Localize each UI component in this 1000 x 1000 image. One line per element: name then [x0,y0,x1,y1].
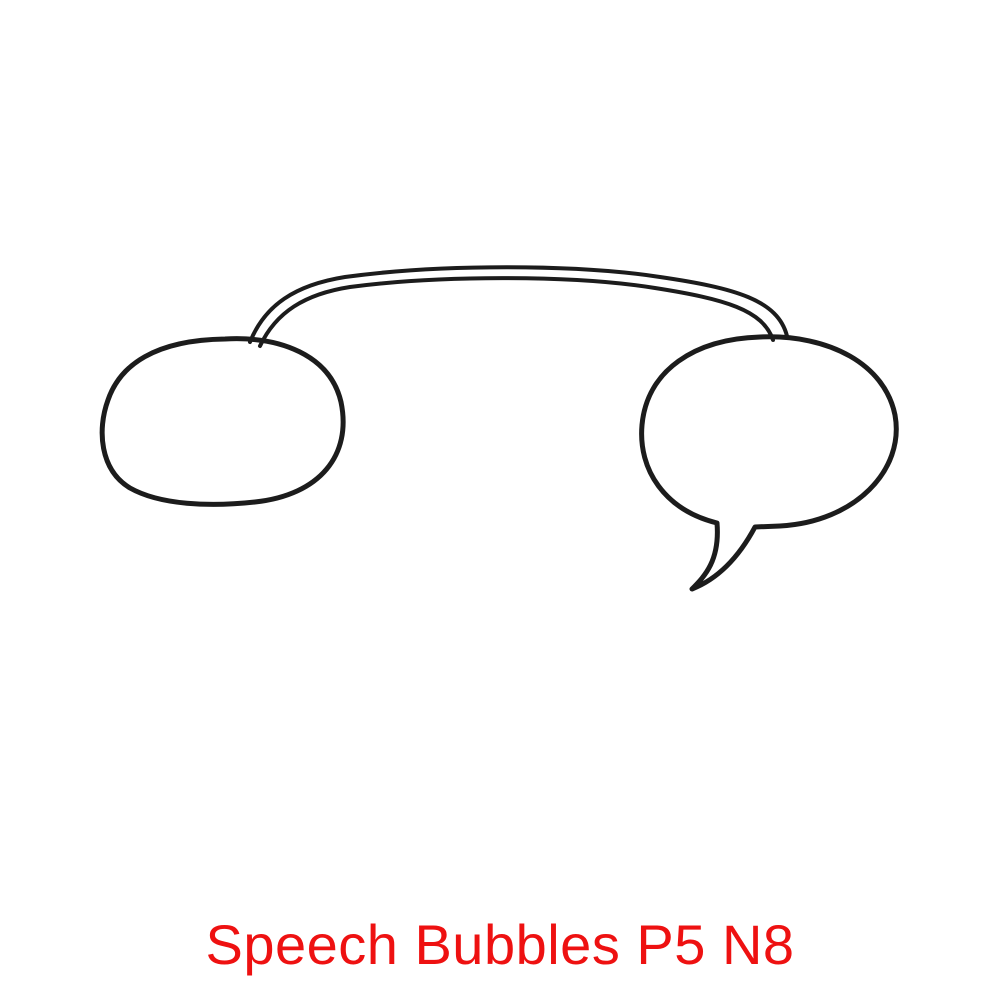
caption-text: Speech Bubbles P5 N8 [205,913,795,976]
right-speech-bubble [639,334,899,592]
connector-arc [248,265,789,348]
connector-inner-line [258,276,775,348]
left-speech-bubble [99,336,346,507]
connector-outer-line [248,265,789,344]
